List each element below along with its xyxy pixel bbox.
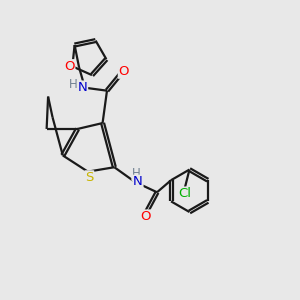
Text: N: N [78,81,87,94]
Text: Cl: Cl [178,187,191,200]
Text: H: H [69,78,78,91]
Text: O: O [118,65,129,78]
Text: O: O [140,210,151,223]
Text: N: N [133,176,143,188]
Text: S: S [85,171,94,184]
Text: O: O [64,60,75,73]
Text: H: H [132,167,141,180]
